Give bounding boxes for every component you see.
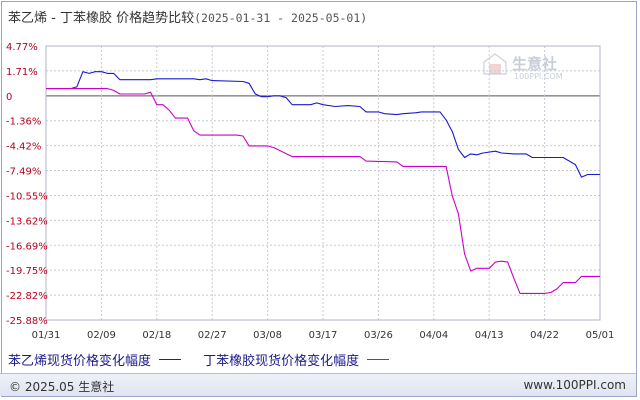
y-tick-label: 1.71% [6,67,38,78]
y-tick-label: -7.49% [6,167,41,178]
x-tick-label: 03/08 [253,330,282,341]
y-tick-label: -19.75% [6,266,48,277]
chart-grid [45,45,601,321]
y-tick-label: -10.55% [6,191,48,202]
x-tick-label: 02/27 [198,330,227,341]
legend-item-styrene: 苯乙烯现货价格变化幅度 [8,350,182,369]
series-styrene-line [46,71,600,178]
legend-label-styrene: 苯乙烯现货价格变化幅度 [8,354,152,369]
chart-series [46,71,600,294]
y-tick-label: -16.69% [6,241,48,252]
x-tick-label: 04/22 [530,330,559,341]
watermark-url: 100PPI.COM [514,72,563,81]
y-tick-label: -4.42% [6,142,41,153]
chart-title-range: (2025-01-31 - 2025-05-01) [194,11,368,25]
chart-title-main: 苯乙烯 - 丁苯橡胶 价格趋势比较 [8,11,195,26]
legend-item-sbr: 丁苯橡胶现货价格变化幅度 [203,350,390,369]
chart-legend: 苯乙烯现货价格变化幅度 丁苯橡胶现货价格变化幅度 [8,350,407,369]
x-tick-label: 03/17 [309,330,338,341]
footer-copyright: © 2025.05 生意社 [9,380,115,394]
x-tick-label: 02/18 [142,330,171,341]
footer-bar: © 2025.05 生意社 www.100PPI.com [0,373,636,396]
x-axis-ticks: 01/31 02/09 02/18 02/27 03/08 03/17 03/26 04/04… [32,330,615,341]
x-tick-label: 04/13 [475,330,504,341]
y-tick-label: -22.82% [6,291,48,302]
x-tick-label: 02/09 [87,330,116,341]
watermark-logo: 生意社 100PPI.COM [483,53,563,81]
series-sbr-line [46,88,600,294]
legend-swatch-sbr [367,359,390,360]
footer-url: www.100PPI.com [523,378,626,392]
legend-swatch-styrene [159,359,182,360]
legend-label-sbr: 丁苯橡胶现货价格变化幅度 [203,354,360,369]
y-tick-label: 4.77% [6,42,38,53]
y-axis-ticks: 4.77% 1.71% 0 -1.36% -4.42% -7.49% -10.55% -13.… [6,42,48,327]
y-tick-label: 0 [6,92,12,103]
y-tick-label: -13.62% [6,216,48,227]
y-tick-label: -25.88% [6,316,48,327]
x-tick-label: 05/01 [586,330,615,341]
x-tick-label: 04/04 [419,330,448,341]
watermark-brand: 生意社 [512,55,557,73]
x-tick-label: 03/26 [364,330,393,341]
y-tick-label: -1.36% [6,117,41,128]
chart-title: 苯乙烯 - 丁苯橡胶 价格趋势比较(2025-01-31 - 2025-05-0… [8,7,367,26]
plot-area-border [45,45,601,321]
x-tick-label: 01/31 [32,330,61,341]
